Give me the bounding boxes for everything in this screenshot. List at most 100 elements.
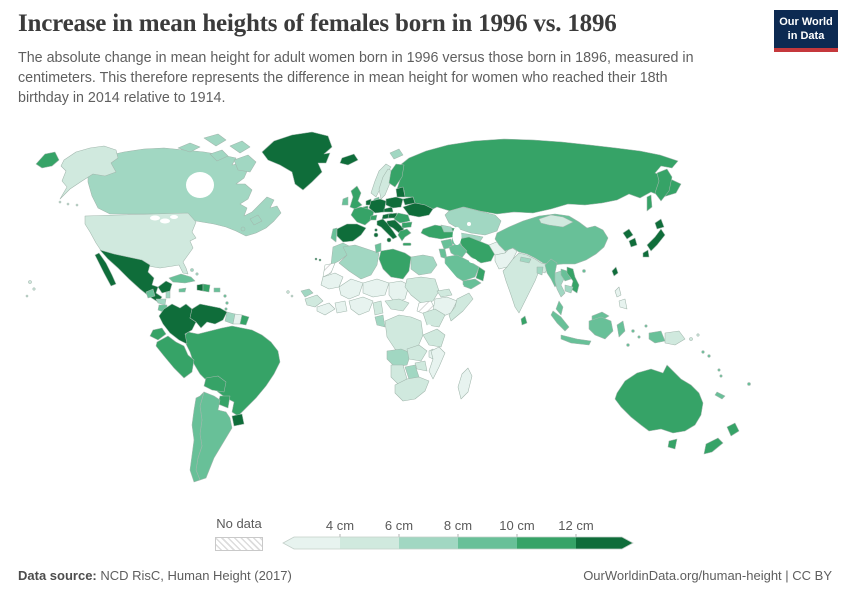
country-zimbabwe[interactable]	[414, 360, 428, 372]
country-niger[interactable]	[362, 278, 390, 298]
country-yemen[interactable]	[462, 278, 482, 290]
legend-no-data-swatch[interactable]	[215, 537, 263, 551]
legend-bin-4[interactable]	[458, 537, 517, 549]
country-cameroon[interactable]	[372, 300, 384, 316]
country-greece[interactable]	[402, 242, 412, 246]
country-united-states[interactable]	[75, 203, 79, 207]
country-mongolia[interactable]	[538, 214, 574, 228]
country-new-caledonia[interactable]	[714, 391, 726, 400]
country-brazil[interactable]	[183, 325, 281, 417]
country-madagascar[interactable]	[457, 367, 473, 400]
country-south-korea[interactable]	[628, 237, 638, 248]
country-papua-new-guinea[interactable]	[696, 333, 700, 337]
country-canada[interactable]	[203, 133, 227, 147]
owid-logo[interactable]: Our World in Data	[774, 10, 838, 52]
country-haiti[interactable]	[196, 283, 204, 292]
country-ecuador[interactable]	[149, 327, 167, 341]
country-taiwan[interactable]	[611, 266, 619, 277]
country-algeria[interactable]	[338, 244, 380, 280]
country-japan[interactable]	[646, 228, 666, 252]
country-united-states[interactable]	[58, 200, 62, 204]
country-czechia[interactable]	[383, 206, 394, 213]
country-italy[interactable]	[376, 218, 398, 240]
country-finland[interactable]	[388, 163, 405, 188]
country-senegal[interactable]	[300, 288, 314, 298]
country-libya[interactable]	[378, 248, 412, 280]
country-italy[interactable]	[373, 232, 379, 238]
country-spain[interactable]	[314, 257, 318, 261]
legend-bin-3[interactable]	[399, 537, 458, 549]
country-egypt[interactable]	[410, 254, 438, 276]
country-cambodia[interactable]	[564, 284, 574, 294]
country-spain[interactable]	[336, 223, 367, 243]
country-australia[interactable]	[667, 438, 678, 450]
country-french-guiana[interactable]	[239, 314, 250, 326]
country-united-states[interactable]	[25, 294, 29, 298]
country-china[interactable]	[494, 213, 609, 266]
country-peru[interactable]	[155, 335, 195, 379]
country-papua-new-guinea[interactable]	[689, 337, 693, 341]
country-western-sahara[interactable]	[322, 262, 336, 278]
legend-bin-2[interactable]	[340, 537, 399, 549]
country-vanuatu[interactable]	[717, 368, 721, 372]
country-russia[interactable]	[35, 151, 60, 169]
country-united-kingdom[interactable]	[349, 185, 363, 210]
country-iceland[interactable]	[339, 153, 359, 166]
country-venezuela[interactable]	[189, 303, 228, 329]
country-chile[interactable]	[189, 391, 205, 483]
country-fiji[interactable]	[747, 382, 751, 386]
country-indonesia[interactable]	[616, 320, 626, 338]
country-tunisia[interactable]	[374, 242, 382, 254]
country-canada[interactable]	[177, 142, 201, 153]
country-italy[interactable]	[374, 228, 378, 232]
country-united-states[interactable]	[32, 287, 36, 291]
country-mexico[interactable]	[94, 252, 117, 287]
country-poland[interactable]	[385, 196, 404, 209]
country-indonesia[interactable]	[631, 329, 635, 333]
country-cuba[interactable]	[168, 273, 196, 284]
country-canada[interactable]	[229, 140, 251, 154]
country-russia[interactable]	[646, 194, 653, 212]
country-bahamas[interactable]	[195, 272, 199, 276]
country-japan[interactable]	[642, 249, 650, 258]
country-chad[interactable]	[388, 280, 410, 304]
country-cape-verde[interactable]	[290, 294, 294, 298]
country-vanuatu[interactable]	[719, 374, 723, 378]
country-gabon-congo[interactable]	[374, 314, 386, 328]
country-cote-divoire[interactable]	[316, 302, 336, 316]
country-ghana[interactable]	[334, 300, 348, 314]
country-papua-new-guinea[interactable]	[664, 330, 686, 346]
country-malaysia[interactable]	[555, 300, 564, 316]
country-sri-lanka[interactable]	[520, 315, 528, 326]
country-canada[interactable]	[249, 214, 263, 226]
country-indonesia[interactable]	[644, 324, 648, 328]
country-united-states[interactable]	[59, 145, 119, 200]
country-philippines[interactable]	[614, 286, 622, 298]
country-mexico[interactable]	[99, 249, 163, 303]
country-canada[interactable]	[240, 226, 246, 232]
country-united-states[interactable]	[66, 202, 70, 206]
country-new-zealand[interactable]	[726, 422, 740, 437]
country-honduras[interactable]	[155, 298, 167, 306]
country-belize[interactable]	[165, 290, 171, 299]
legend-bin-1[interactable]	[283, 537, 340, 549]
country-sudan[interactable]	[404, 276, 440, 304]
country-lesser-antilles[interactable]	[224, 307, 228, 311]
country-bolivia[interactable]	[203, 375, 227, 393]
country-mali[interactable]	[338, 278, 364, 300]
country-nepal[interactable]	[519, 256, 532, 264]
country-ukraine[interactable]	[402, 202, 434, 218]
country-canada[interactable]	[209, 149, 229, 162]
country-bulgaria[interactable]	[401, 221, 413, 229]
legend-bin-5[interactable]	[517, 537, 576, 549]
country-central-african-republic[interactable]	[384, 298, 410, 312]
country-lesser-antilles[interactable]	[225, 301, 229, 305]
country-indonesia[interactable]	[626, 343, 630, 347]
country-indonesia[interactable]	[560, 334, 592, 346]
country-indonesia[interactable]	[550, 310, 570, 332]
country-portugal[interactable]	[330, 227, 338, 243]
country-greece[interactable]	[397, 228, 412, 242]
country-baltic-states[interactable]	[395, 186, 406, 198]
country-angola[interactable]	[386, 348, 412, 368]
country-philippines[interactable]	[618, 298, 628, 310]
